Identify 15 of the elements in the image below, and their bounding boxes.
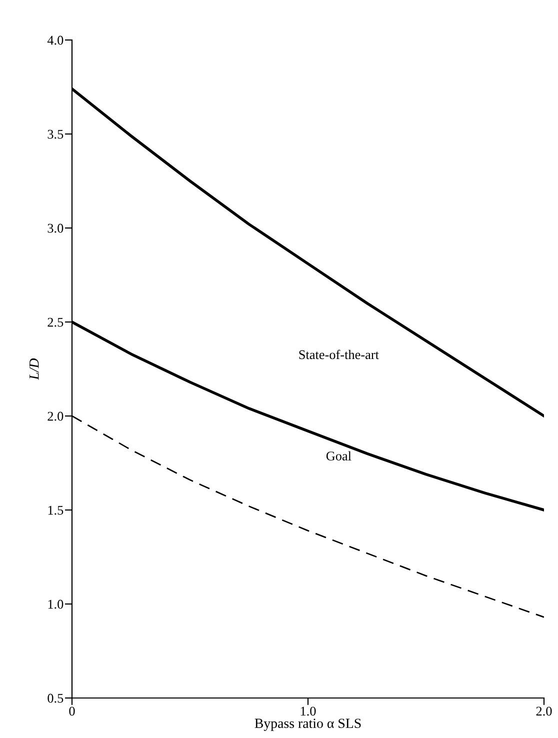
x-axis-title: Bypass ratio α SLS <box>254 718 361 731</box>
y-tick-label: 0.5 <box>48 694 64 703</box>
annotation: Goal <box>326 451 352 460</box>
y-tick-label: 2.0 <box>48 412 64 421</box>
x-tick-label: 0 <box>69 706 75 716</box>
y-tick-label: 3.5 <box>48 130 64 139</box>
y-tick-label: 2.5 <box>48 318 64 327</box>
x-tick-label: 1.0 <box>300 706 316 716</box>
annotation: State-of-the-art <box>299 350 379 360</box>
y-axis-title: L/D <box>30 358 39 380</box>
y-tick-label: 4.0 <box>47 36 64 45</box>
x-tick-label: 2.0 <box>536 706 552 716</box>
y-tick-label: 1.0 <box>48 600 64 609</box>
y-tick-label: 3.0 <box>48 224 64 233</box>
y-tick-label: 1.5 <box>48 506 64 515</box>
